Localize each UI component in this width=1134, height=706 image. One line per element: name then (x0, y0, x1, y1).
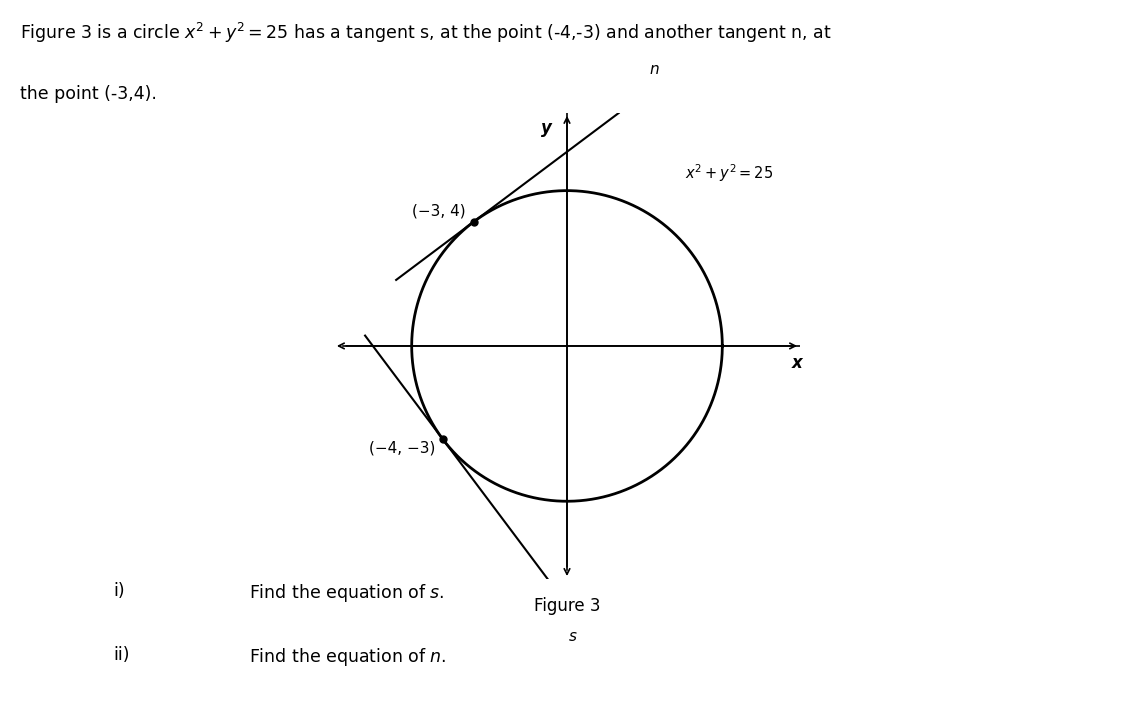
Text: Find the equation of $n$.: Find the equation of $n$. (249, 646, 447, 668)
Text: y: y (541, 119, 551, 137)
Text: (−4, −3): (−4, −3) (369, 441, 435, 455)
Text: Find the equation of $s$.: Find the equation of $s$. (249, 582, 445, 604)
Text: (−3, 4): (−3, 4) (413, 203, 466, 219)
Text: n: n (649, 62, 659, 77)
Text: $x^2 + y^2 = 25$: $x^2 + y^2 = 25$ (685, 162, 773, 184)
Text: ii): ii) (113, 646, 130, 664)
Text: the point (-3,4).: the point (-3,4). (20, 85, 158, 102)
Text: s: s (569, 628, 577, 644)
Text: Figure 3: Figure 3 (534, 597, 600, 614)
Text: x: x (792, 354, 802, 372)
Text: i): i) (113, 582, 125, 600)
Text: Figure 3 is a circle $x^2 + y^2 = 25$ has a tangent s, at the point (-4,-3) and : Figure 3 is a circle $x^2 + y^2 = 25$ ha… (20, 21, 832, 45)
